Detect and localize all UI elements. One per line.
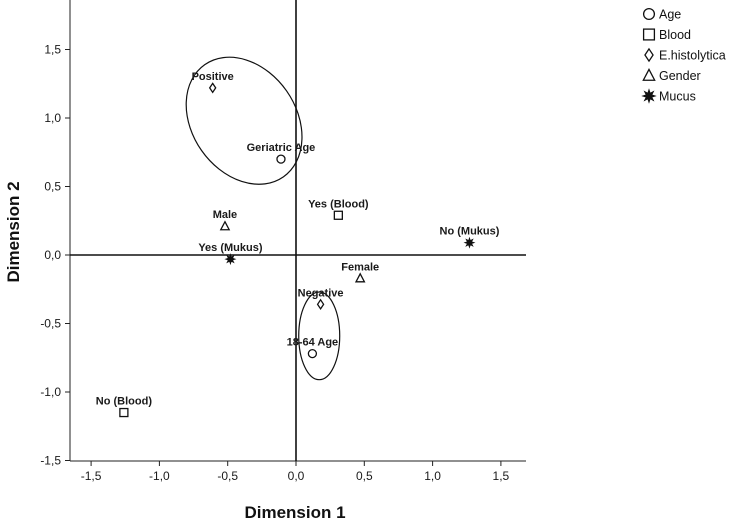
gender-point xyxy=(219,220,231,231)
blood-point xyxy=(119,407,129,418)
x-axis-label: Dimension 1 xyxy=(244,503,345,522)
age-point xyxy=(307,348,318,359)
data-points: Geriatric Age 18-64 Age Yes (Blood) No (Blo… xyxy=(96,71,500,418)
cluster-ellipse xyxy=(185,56,303,185)
y-tick-label: 1,0 xyxy=(44,111,61,125)
y-axis-label: Dimension 2 xyxy=(4,181,23,282)
legend-entry-label: Age xyxy=(659,8,681,22)
point-label: No (Blood) xyxy=(96,396,153,408)
gender-point xyxy=(354,272,366,283)
legend-triangle-icon xyxy=(642,68,656,81)
x-tick-label: -1,0 xyxy=(149,469,170,483)
legend: Age Blood E.histolytica Gender Mucus xyxy=(641,7,726,104)
x-tick-label: 0,0 xyxy=(288,469,305,483)
legend-entry-label: E.histolytica xyxy=(659,49,726,63)
point-label: Negative xyxy=(298,287,344,299)
x-tick-label: 0,5 xyxy=(356,469,373,483)
point-label: No (Mukus) xyxy=(440,226,500,238)
y-tick-label: 1,5 xyxy=(44,43,61,57)
y-tick-label: -1,5 xyxy=(40,454,61,468)
point-label: Positive xyxy=(192,71,234,83)
point-label: Female xyxy=(341,261,379,273)
e-histolytica-point xyxy=(316,298,325,310)
point-label: Male xyxy=(213,209,237,221)
y-tick-label: -0,5 xyxy=(40,317,61,331)
legend-star-icon xyxy=(641,88,657,104)
y-tick-label: -1,0 xyxy=(40,385,61,399)
legend-circle-icon xyxy=(642,7,656,21)
legend-entry-label: Gender xyxy=(659,69,701,83)
axis-ticks: -1,5 -1,0 -0,5 0,0 0,5 1,0 1,5 -1,5 -1,0 -0,5 0,0 0… xyxy=(40,43,509,484)
age-point xyxy=(276,154,286,164)
mucus-point xyxy=(224,253,237,266)
cluster-ellipse xyxy=(298,291,341,381)
ellipses xyxy=(185,56,341,381)
y-tick-label: 0,5 xyxy=(44,180,61,194)
x-tick-label: 1,0 xyxy=(424,469,441,483)
x-tick-label: -1,5 xyxy=(81,469,102,483)
legend-square-icon xyxy=(642,28,656,41)
legend-entry-label: Blood xyxy=(659,28,691,42)
legend-entry-label: Mucus xyxy=(659,90,696,104)
x-tick-label: -0,5 xyxy=(217,469,238,483)
e-histolytica-point xyxy=(208,82,217,94)
point-label: Yes (Blood) xyxy=(308,198,369,210)
reference-lines xyxy=(70,0,526,461)
blood-point xyxy=(333,210,343,220)
mucus-point xyxy=(463,236,476,249)
y-tick-label: 0,0 xyxy=(44,248,61,262)
legend-diamond-icon xyxy=(644,47,654,63)
x-tick-label: 1,5 xyxy=(493,469,510,483)
point-label: Yes (Mukus) xyxy=(198,242,263,254)
point-label: 18-64 Age xyxy=(287,337,339,349)
point-label: Geriatric Age xyxy=(247,142,316,154)
